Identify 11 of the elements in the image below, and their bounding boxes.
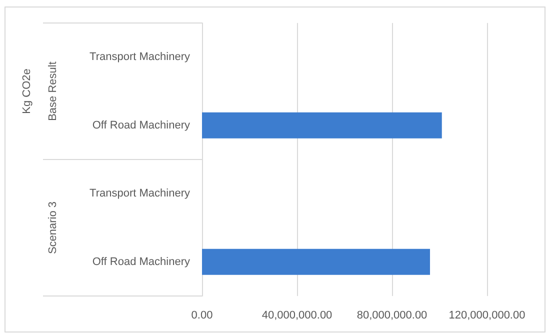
x-tick-label: 120,000,000.00 xyxy=(448,310,526,322)
x-tick-label: 80,000,000.00 xyxy=(356,310,428,322)
y-tick-label: Transport Machinery xyxy=(90,51,190,64)
text: Kg CO2e xyxy=(21,68,33,114)
x-tick-label: 40,000,000.00 xyxy=(262,310,332,322)
y-tick-label: Transport Machinery xyxy=(90,188,190,200)
text: Base Result xyxy=(47,62,59,121)
x-tick-label: 0.00 xyxy=(191,310,213,322)
y-tick-label: Off Road Machinery xyxy=(92,256,190,268)
y-tick-label: Off Road Machinery xyxy=(92,119,190,132)
text: Scenario 3 xyxy=(47,201,59,254)
